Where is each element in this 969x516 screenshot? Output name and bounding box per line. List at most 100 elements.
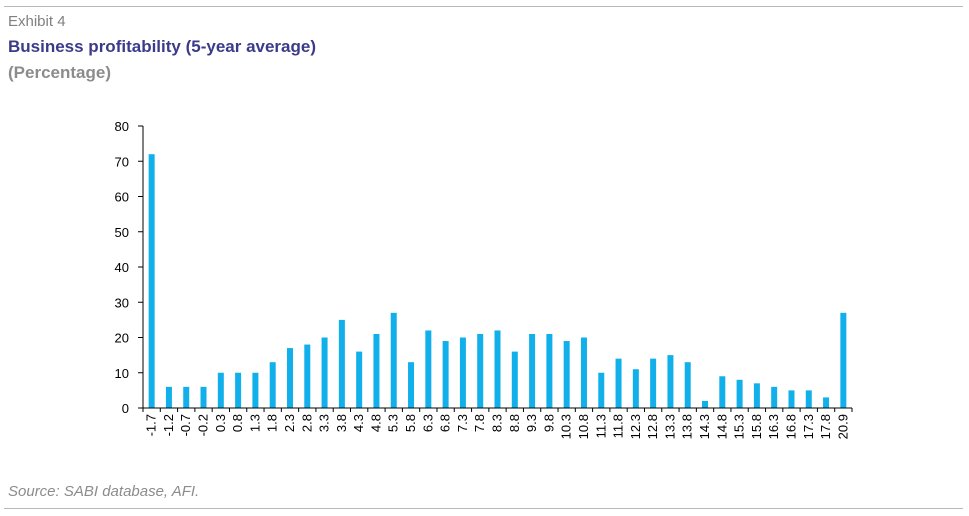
- bar: [286, 348, 293, 408]
- x-tick-label: 5.8: [403, 414, 418, 432]
- bar: [632, 369, 639, 408]
- x-tick-label: 2.3: [282, 414, 297, 432]
- bar: [684, 362, 691, 408]
- x-tick-label: 4.8: [368, 414, 383, 432]
- top-rule: [4, 6, 963, 7]
- x-tick-label: 17.8: [818, 414, 833, 439]
- bar: [719, 376, 726, 408]
- y-tick-label: 20: [115, 331, 129, 346]
- x-tick-label: 13.3: [662, 414, 677, 439]
- y-tick-label: 50: [115, 225, 129, 240]
- x-tick-label: -0.7: [178, 414, 193, 436]
- x-tick-label: 16.3: [766, 414, 781, 439]
- bar: [217, 372, 224, 408]
- x-tick-label: 12.8: [645, 414, 660, 439]
- bar: [252, 372, 259, 408]
- bar: [148, 154, 155, 408]
- x-tick-label: 2.8: [299, 414, 314, 432]
- bar: [459, 337, 466, 408]
- x-tick-label: 20.9: [835, 414, 850, 439]
- x-axis: -1.7 -1.2 -0.7 -0.2 0.3 0.8 1.3 1.8 2.3 2.8 3.3 3.8…: [142, 407, 853, 439]
- bar: [321, 337, 328, 408]
- bar: [165, 386, 172, 408]
- x-tick-label: 10.3: [559, 414, 574, 439]
- bar: [823, 397, 830, 408]
- bar: [736, 379, 743, 408]
- exhibit-label: Exhibit 4: [8, 13, 66, 30]
- x-tick-label: 17.3: [801, 414, 816, 439]
- x-tick-label: 6.8: [438, 414, 453, 432]
- x-tick-label: 0.8: [230, 414, 245, 432]
- x-tick-label: 13.8: [680, 414, 695, 439]
- bar: [304, 344, 311, 408]
- x-tick-label: 7.8: [472, 414, 487, 432]
- chart-subtitle: (Percentage): [8, 63, 111, 82]
- x-tick-label: 8.3: [490, 414, 505, 432]
- x-tick-label: 8.8: [507, 414, 522, 432]
- bar: [442, 341, 449, 408]
- bar: [269, 362, 276, 408]
- y-tick-label: 70: [115, 154, 129, 169]
- chart-title: Business profitability (5-year average): [8, 37, 317, 56]
- bar: [373, 333, 380, 408]
- bars-group: [148, 154, 847, 409]
- x-tick-label: 11.8: [611, 414, 626, 438]
- x-tick-label: 15.8: [749, 414, 764, 439]
- bar: [563, 341, 570, 408]
- y-tick-label: 0: [122, 401, 129, 416]
- bar: [425, 330, 432, 408]
- x-tick-label: 11.3: [593, 414, 608, 438]
- bar: [183, 386, 190, 408]
- bar: [753, 383, 760, 408]
- bar: [788, 390, 795, 409]
- x-tick-label: 7.3: [455, 414, 470, 432]
- y-tick-label: 10: [115, 366, 129, 381]
- x-tick-label: -1.2: [161, 414, 176, 436]
- x-tick-label: 1.3: [247, 414, 262, 432]
- bar: [667, 355, 674, 409]
- x-tick-label: 10.8: [576, 414, 591, 439]
- x-tick-label: 14.8: [714, 414, 729, 439]
- bar: [598, 372, 605, 408]
- bar: [805, 390, 812, 409]
- y-tick-label: 80: [115, 119, 129, 134]
- x-tick-label: 0.3: [213, 414, 228, 432]
- x-tick-label: 4.3: [351, 414, 366, 432]
- bar: [546, 333, 553, 408]
- x-tick-label: 1.8: [265, 414, 280, 432]
- bar: [356, 351, 363, 408]
- y-tick-label: 60: [115, 190, 129, 205]
- bar: [511, 351, 518, 408]
- x-tick-label: 16.8: [783, 414, 798, 439]
- bar: [615, 358, 622, 408]
- source-note: Source: SABI database, AFI.: [8, 483, 200, 500]
- x-tick-label: -1.7: [144, 414, 159, 436]
- x-tick-label: 5.3: [386, 414, 401, 432]
- x-tick-label: 12.3: [628, 414, 643, 439]
- y-tick-label: 30: [115, 295, 129, 310]
- bar: [477, 333, 484, 408]
- bar: [235, 372, 242, 408]
- x-tick-label: 3.3: [317, 414, 332, 432]
- x-tick-label: 14.3: [697, 414, 712, 439]
- bar: [390, 312, 397, 408]
- bar: [580, 337, 587, 408]
- x-tick-label: 6.3: [420, 414, 435, 432]
- bar: [650, 358, 657, 408]
- bar: [529, 333, 536, 408]
- bar: [771, 386, 778, 408]
- y-tick-label: 40: [115, 260, 129, 275]
- bar: [840, 312, 847, 408]
- bar: [494, 330, 501, 408]
- bar: [338, 319, 345, 409]
- bottom-rule: [4, 508, 963, 509]
- bar: [200, 386, 207, 408]
- x-tick-label: 3.8: [334, 414, 349, 432]
- x-tick-label: 15.3: [732, 414, 747, 439]
- bar: [408, 362, 415, 408]
- x-tick-label: 9.3: [524, 414, 539, 432]
- x-tick-label: -0.2: [196, 414, 211, 436]
- bar: [702, 400, 709, 408]
- y-axis: 0 10 20 30 40 50 60 70 80: [115, 119, 144, 416]
